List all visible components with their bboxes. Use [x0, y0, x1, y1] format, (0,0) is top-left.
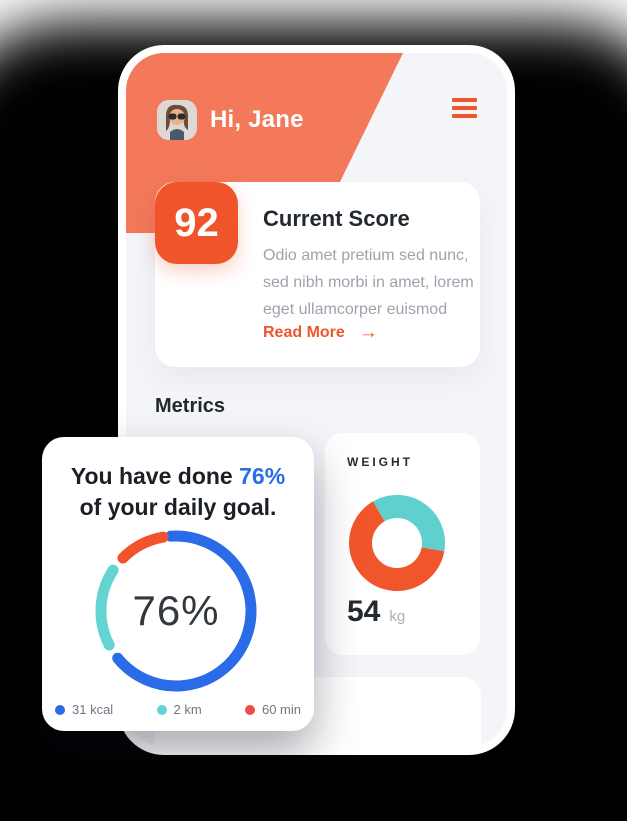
legend-dot-icon — [55, 704, 65, 715]
hamburger-menu-icon[interactable] — [452, 98, 477, 118]
metrics-section-title: Metrics — [155, 395, 226, 417]
read-more-link[interactable]: Read More → — [263, 322, 378, 344]
legend-label: 31 kcal — [72, 702, 114, 717]
legend-item-calories: 31 kcal — [55, 702, 113, 717]
right-arrow-icon: → — [358, 322, 378, 343]
legend-label: 2 km — [173, 702, 202, 717]
legend-label: 60 min — [261, 702, 301, 717]
description-line: eget ullamcorper euismod — [263, 301, 448, 318]
menu-bar — [452, 114, 477, 118]
score-card-title: Current Score — [263, 206, 410, 231]
phone-screen: Hi, Jane 92 Current Score Odio amet pret… — [126, 53, 507, 747]
weight-card-title: WEIGHT — [347, 455, 413, 469]
legend-dot-icon — [156, 704, 167, 715]
avatar[interactable] — [157, 100, 197, 140]
weight-donut-chart — [349, 495, 445, 591]
weight-metric-card[interactable]: WEIGHT 54 kg — [325, 433, 480, 655]
menu-bar — [452, 98, 477, 102]
weight-unit: kg — [389, 608, 406, 625]
legend-dot-icon — [244, 704, 255, 715]
greeting-text: Hi, Jane — [210, 106, 304, 133]
avatar-photo — [157, 100, 197, 140]
phone-frame: Hi, Jane 92 Current Score Odio amet pret… — [118, 45, 515, 755]
legend-item-distance: 2 km — [156, 702, 202, 717]
weight-number: 54 — [347, 595, 381, 628]
goal-title-line2: of your daily goal. — [79, 494, 277, 520]
goal-legend: 31 kcal 2 km 60 min — [55, 702, 301, 717]
goal-title-percentage: 76% — [239, 463, 286, 489]
menu-bar — [452, 106, 477, 110]
description-line: Odio amet pretium sed nunc, — [263, 247, 469, 264]
legend-item-duration: 60 min — [244, 702, 301, 717]
score-badge: 92 — [155, 182, 238, 264]
goal-progress-ring-chart — [86, 521, 266, 701]
goal-progress-value: 76% — [132, 587, 220, 634]
description-line: sed nibh morbi in amet, lorem — [263, 274, 474, 291]
daily-goal-card: You have done 76% of your daily goal. 76… — [42, 437, 314, 731]
current-score-card: 92 Current Score Odio amet pretium sed n… — [155, 182, 480, 367]
goal-card-title: You have done 76% of your daily goal. — [42, 461, 314, 523]
header: Hi, Jane — [157, 100, 304, 140]
score-card-description: Odio amet pretium sed nunc, sed nibh mor… — [263, 242, 474, 323]
read-more-label: Read More — [263, 324, 345, 341]
weight-value: 54 kg — [347, 595, 405, 629]
goal-title-prefix: You have done — [70, 463, 240, 489]
